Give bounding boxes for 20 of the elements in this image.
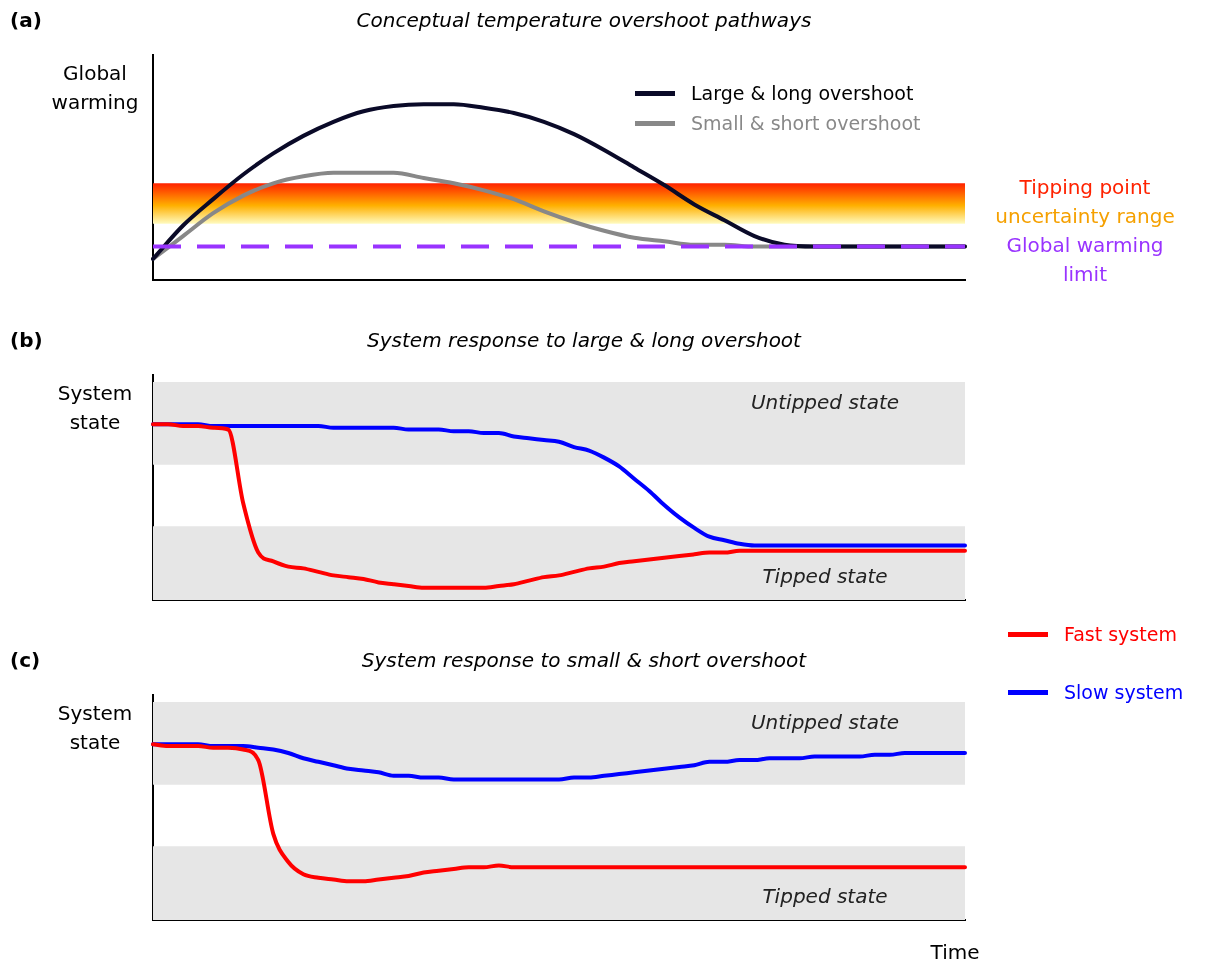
legend-label: Small & short overshoot: [691, 112, 921, 134]
legend-label: Fast system: [1064, 623, 1177, 645]
chart-title: System response to small & short overshoot: [361, 648, 808, 673]
band-label: Untipped state: [750, 710, 900, 735]
band-label: Untipped state: [750, 390, 900, 415]
band-label: Tipped state: [762, 884, 888, 909]
chart-title: System response to large & long overshoot: [367, 328, 803, 353]
band-label: Tipping point uncertainty range: [995, 175, 1175, 229]
chart-title: Conceptual temperature overshoot pathways: [356, 8, 812, 33]
text: (a): [10, 8, 42, 33]
y-axis-title: System state: [57, 701, 133, 755]
band-label: Tipped state: [762, 564, 888, 589]
y-axis-title: System state: [57, 381, 133, 435]
ref-line-label: Global warming limit: [1006, 232, 1164, 286]
text: (b): [10, 328, 43, 353]
legend-label: Large & long overshoot: [691, 82, 914, 104]
y-axis-title: Global warming: [51, 61, 139, 115]
legend-label: Slow system: [1064, 681, 1184, 703]
x-axis-title: Time: [929, 940, 980, 965]
text: (c): [10, 648, 41, 673]
